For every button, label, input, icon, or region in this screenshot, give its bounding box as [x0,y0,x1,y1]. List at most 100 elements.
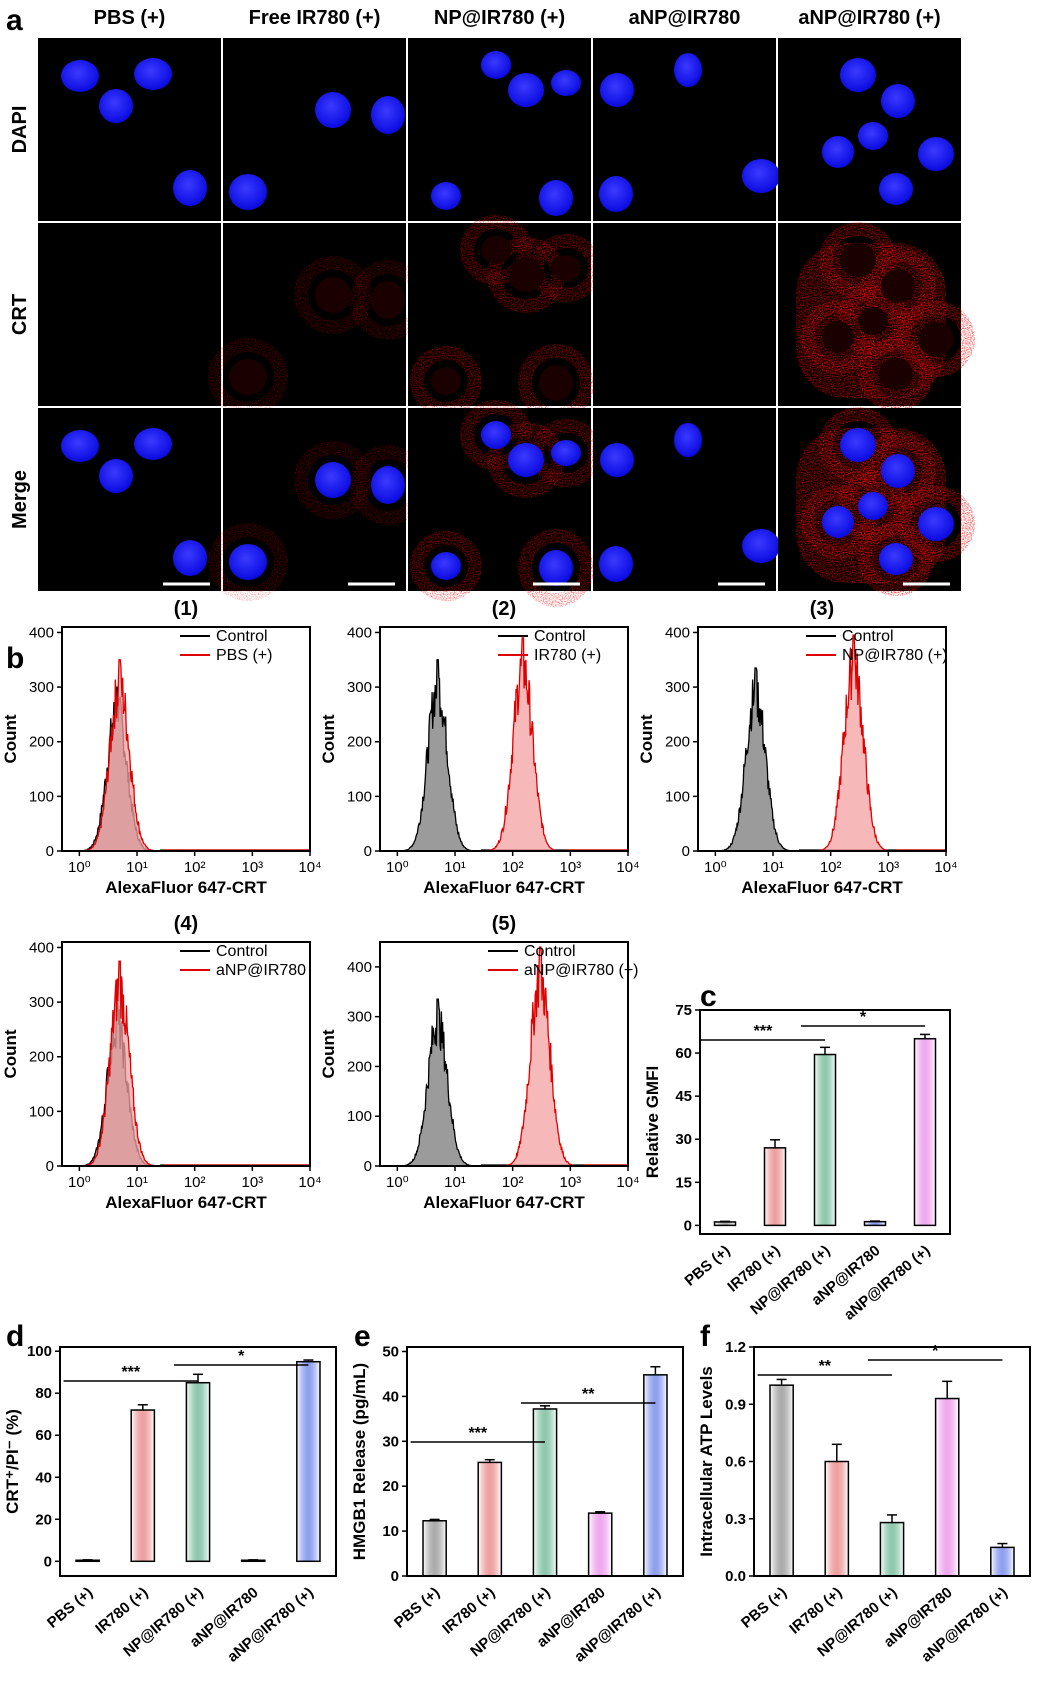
crt-ring [858,522,934,596]
y-tick-label: 200 [347,734,372,751]
plot-frame [406,1346,684,1577]
x-tick-label: 10⁰ [386,859,409,876]
bar [185,1381,211,1563]
x-tick-label: 10¹ [126,859,148,876]
y-tick-label: 80 [35,1385,52,1402]
y-tick-label: 20 [382,1478,399,1495]
nucleus [600,73,634,107]
histogram-b5: (5) 0 100 200 300 400 10⁰ 10¹ 10² 10³ 10⁴ AlexaFluo… [319,913,640,1212]
nucleus [229,174,267,210]
plot-frame [699,1009,951,1235]
legend-label: NP@IR780 (+) [842,647,948,664]
y-tick-label: 0 [684,1217,692,1234]
y-tick-label: 40 [382,1388,399,1405]
nucleus-shadow [879,358,913,390]
x-tick-label: 10⁴ [616,1174,639,1191]
x-axis-label: AlexaFluor 647-CRT [423,878,585,897]
nucleus [61,430,99,462]
y-tick-label: 0.3 [725,1511,746,1528]
nucleus [881,454,915,488]
micrograph-tile [223,38,406,221]
column-title: aNP@IR780 (+) [798,7,940,29]
y-tick-label: 400 [29,939,54,956]
crt-ring [208,523,288,601]
y-tick-label: 100 [29,788,54,805]
y-tick-label: 0.9 [725,1396,746,1413]
crt-ring [294,256,372,334]
micrograph-tile [208,408,426,601]
nucleus [551,70,581,96]
bar [532,1408,558,1577]
x-tick-label: 10³ [241,1174,263,1191]
nucleus [508,443,544,477]
x-tick-label: 10² [184,1174,206,1191]
y-axis-label: Count [1,714,20,763]
micrograph-tile [408,38,591,221]
significance-label: ** [582,1386,595,1403]
nucleus [879,173,913,205]
nucleus [134,428,172,460]
plot-frame [753,1346,1031,1577]
crt-signal [208,441,426,601]
x-tick-label: 10³ [559,1174,581,1191]
x-tick-label: 10⁰ [68,1174,91,1191]
crt-ring [801,485,875,559]
bar [863,1220,887,1227]
crt-ring [294,441,372,519]
micrograph-tile [408,400,602,607]
nucleus [173,170,207,206]
nucleus [134,58,172,90]
x-axis-label: AlexaFluor 647-CRT [105,878,267,897]
bar [422,1520,447,1577]
x-tick-label: 10⁴ [616,859,639,876]
histogram-b4: (4) 0 100 200 300 400 10⁰ 10¹ 10² 10³ 10⁴ AlexaFluo… [1,913,322,1212]
legend-label: PBS (+) [216,647,272,664]
y-tick-label: 0.0 [725,1568,746,1585]
legend-label: aNP@IR780 [216,962,306,979]
x-tick-label: 10² [502,1174,524,1191]
nucleus [229,544,267,580]
nucleus [822,136,854,168]
bar [824,1460,850,1577]
nucleus-shadow [371,281,405,319]
x-tick-label: 10⁴ [934,859,957,876]
y-tick-label: 400 [347,624,372,641]
y-axis-label: CRT⁺/PI⁻ (%) [3,1409,22,1514]
nucleus [99,459,133,493]
y-tick-label: 100 [27,1343,52,1360]
y-tick-label: 30 [675,1131,692,1148]
micrograph-tile [38,38,221,221]
x-tick-label: 10⁰ [704,859,727,876]
x-tick-label: 10⁰ [68,859,91,876]
bar [130,1409,156,1563]
nucleus-shadow [918,322,954,356]
plot-frame [61,626,311,852]
row-label: Merge [9,470,31,529]
x-tick-label: 10⁴ [298,859,321,876]
y-tick-label: 200 [29,1049,54,1066]
nucleus-shadow [508,258,544,292]
y-tick-label: 0 [46,843,54,860]
plot-frame [379,941,629,1167]
y-axis-label: HMGB1 Release (pg/mL) [350,1363,369,1560]
tile-background [38,223,221,406]
y-tick-label: 0 [46,1158,54,1175]
histogram-title: (2) [492,598,516,620]
panel-label-e: e [354,1320,371,1353]
nucleus [481,51,511,79]
y-tick-label: 200 [665,734,690,751]
bar [879,1521,905,1577]
column-title: PBS (+) [94,7,166,29]
significance-label: * [238,1348,245,1365]
nucleus [840,428,876,462]
y-tick-label: 60 [35,1427,52,1444]
y-tick-label: 300 [29,679,54,696]
panel-label-f: f [700,1320,711,1353]
nucleus-shadow [481,236,511,264]
bar [763,1147,787,1227]
row-label: DAPI [9,106,31,154]
y-tick-label: 20 [35,1511,52,1528]
nucleus [599,176,633,212]
nucleus-shadow [539,365,573,401]
